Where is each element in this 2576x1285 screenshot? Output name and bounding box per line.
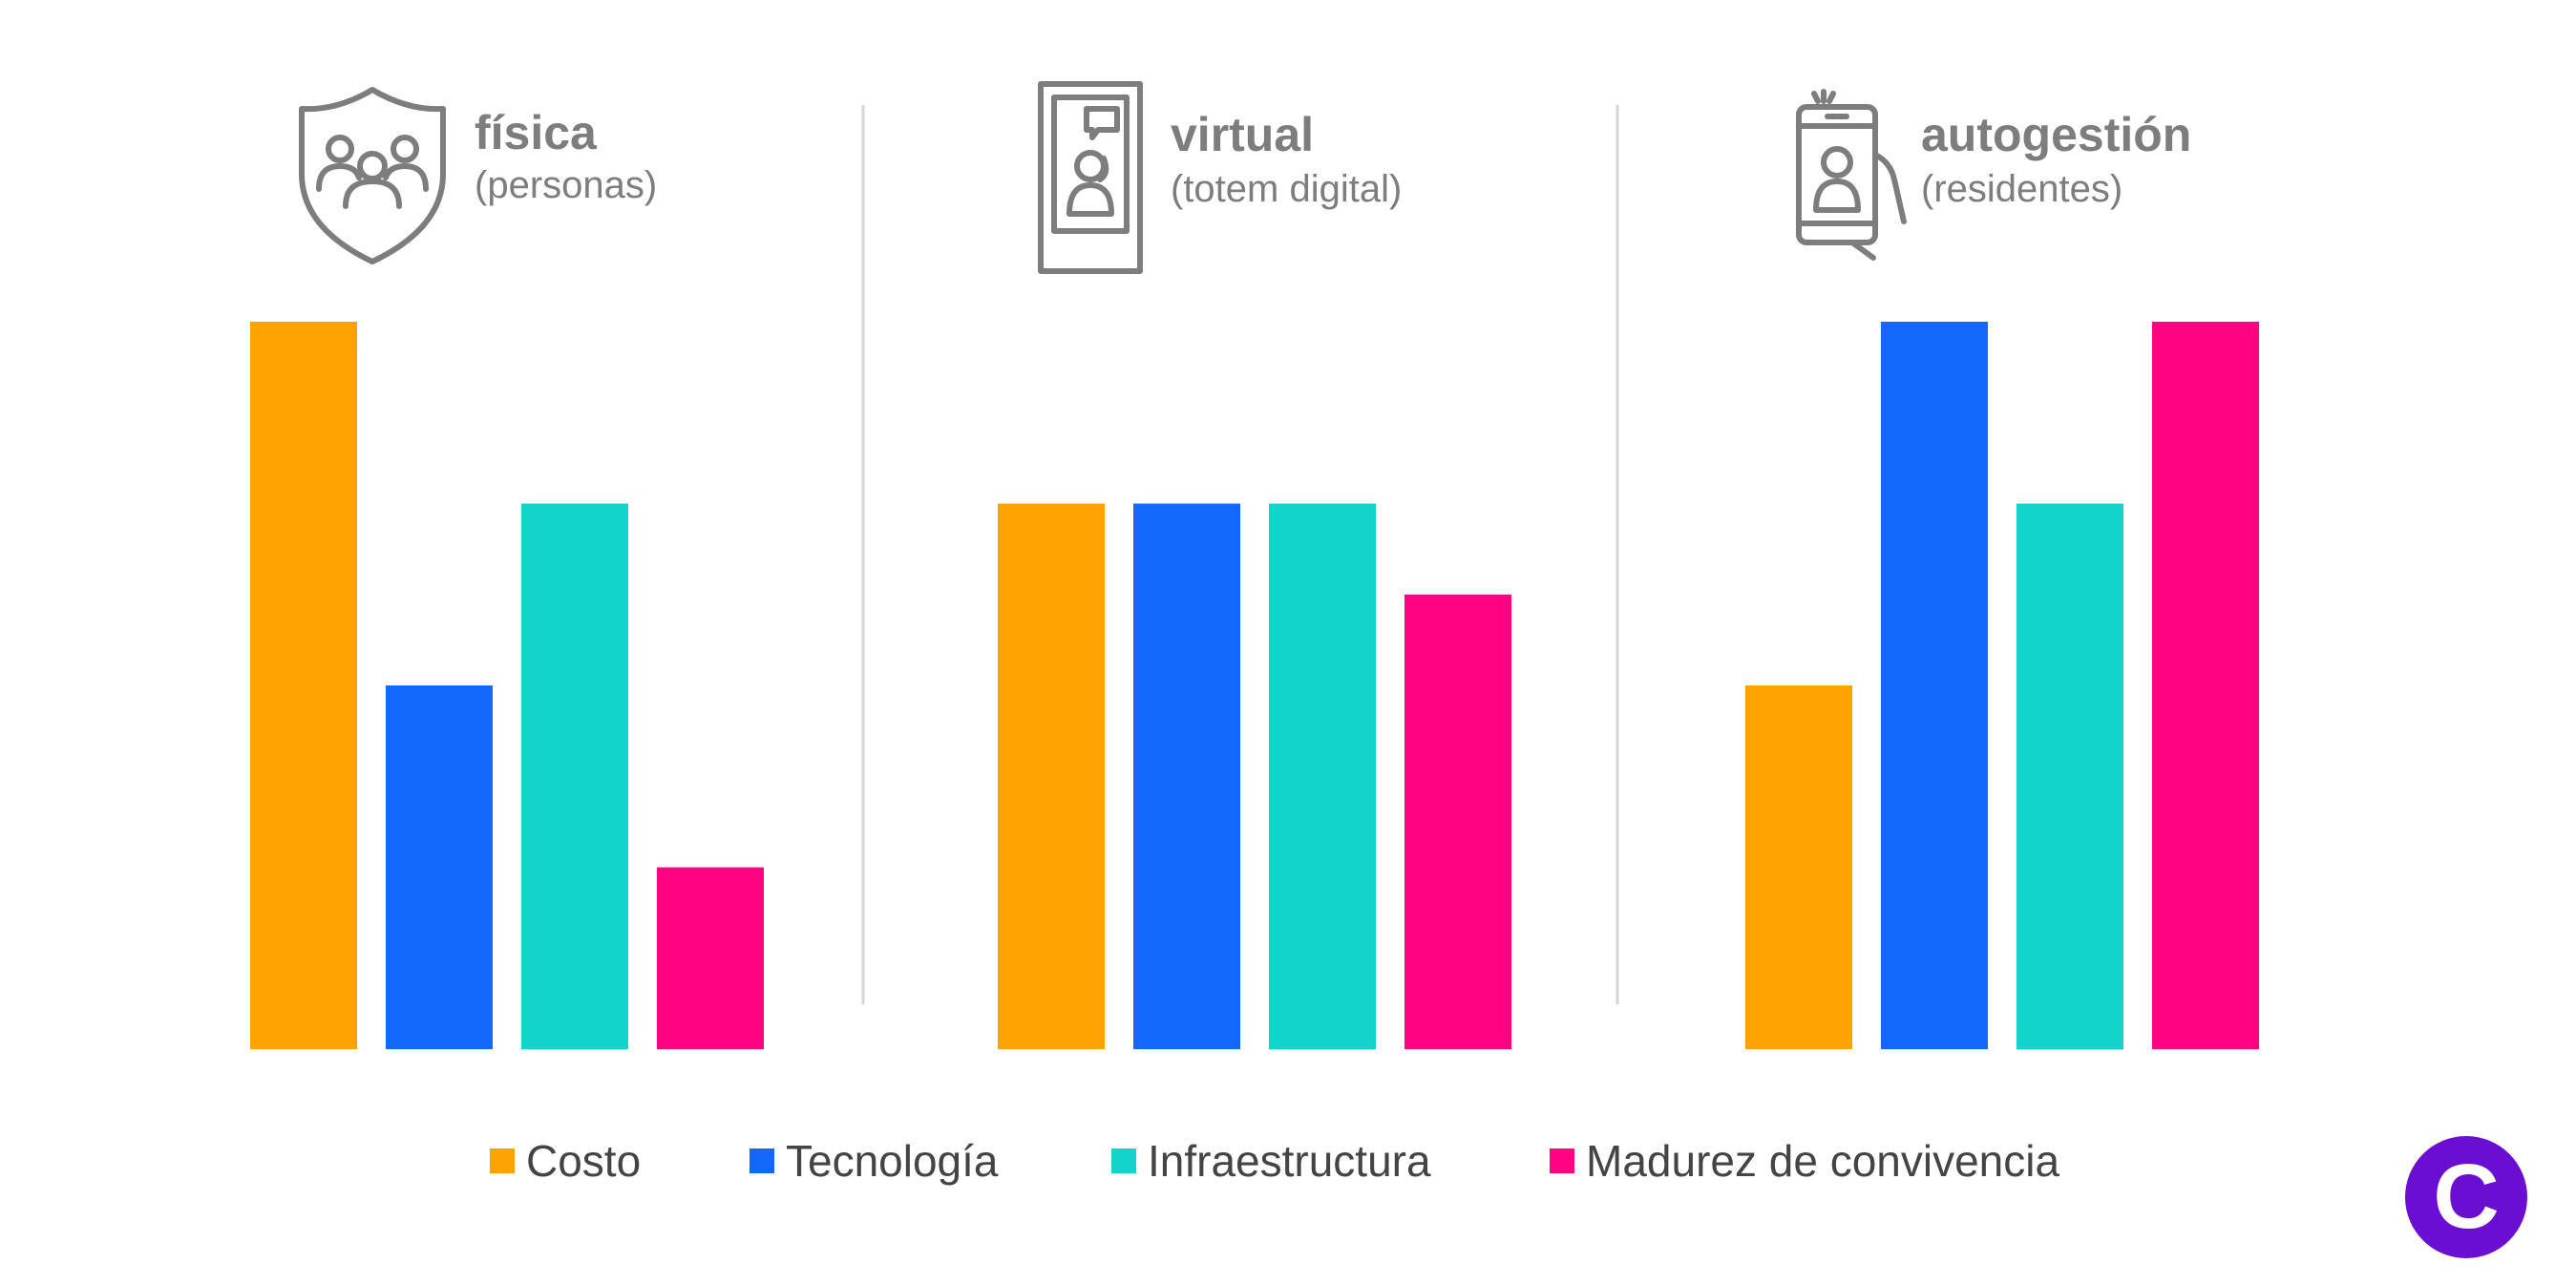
- group-subtitle-autogestion: (residentes): [1921, 168, 2123, 210]
- bar-autogestion-infraestructura: [2016, 503, 2123, 1049]
- legend: Costo Tecnología Infraestructura Madurez…: [0, 1132, 2576, 1190]
- legend-item-tecnologia: Tecnología: [750, 1132, 999, 1190]
- group-title-autogestion: autogestión: [1921, 108, 2192, 161]
- group-subtitle-virtual: (totem digital): [1171, 168, 1403, 210]
- brand-logo: C: [2405, 1136, 2527, 1258]
- brand-logo-letter: C: [2433, 1146, 2500, 1248]
- bar-fisica-tecnologia: [386, 685, 493, 1049]
- legend-item-infraestructura: Infraestructura: [1111, 1132, 1431, 1190]
- legend-label-costo: Costo: [526, 1136, 642, 1186]
- bar-autogestion-costo: [1745, 685, 1852, 1049]
- group-subtitle-fisica: (personas): [475, 164, 658, 206]
- bar-fisica-madurez-de-convivencia: [657, 867, 764, 1049]
- legend-swatch-tecnologia: [750, 1148, 774, 1173]
- legend-label-madurez: Madurez de convivencia: [1586, 1136, 2060, 1186]
- bar-virtual-infraestructura: [1269, 503, 1376, 1049]
- bar-virtual-tecnologia: [1133, 503, 1240, 1049]
- legend-swatch-infraestructura: [1111, 1148, 1136, 1173]
- bar-fisica-infraestructura: [521, 503, 628, 1049]
- bar-fisica-costo: [250, 322, 357, 1049]
- group-title-fisica: física: [475, 106, 597, 159]
- legend-swatch-madurez: [1550, 1148, 1574, 1173]
- legend-label-tecnologia: Tecnología: [786, 1136, 999, 1186]
- bar-autogestion-tecnologia: [1881, 322, 1988, 1049]
- legend-swatch-costo: [490, 1148, 515, 1173]
- legend-item-costo: Costo: [490, 1132, 641, 1190]
- phone-in-hand-icon: [1796, 89, 1907, 261]
- group-title-virtual: virtual: [1171, 108, 1315, 161]
- legend-label-infraestructura: Infraestructura: [1148, 1136, 1431, 1186]
- shield-people-icon: [299, 87, 446, 264]
- digital-totem-icon: [1038, 81, 1143, 274]
- bar-virtual-madurez-de-convivencia: [1404, 594, 1511, 1049]
- bar-autogestion-madurez-de-convivencia: [2152, 322, 2259, 1049]
- legend-item-madurez: Madurez de convivencia: [1550, 1132, 2059, 1190]
- bar-virtual-costo: [998, 503, 1105, 1049]
